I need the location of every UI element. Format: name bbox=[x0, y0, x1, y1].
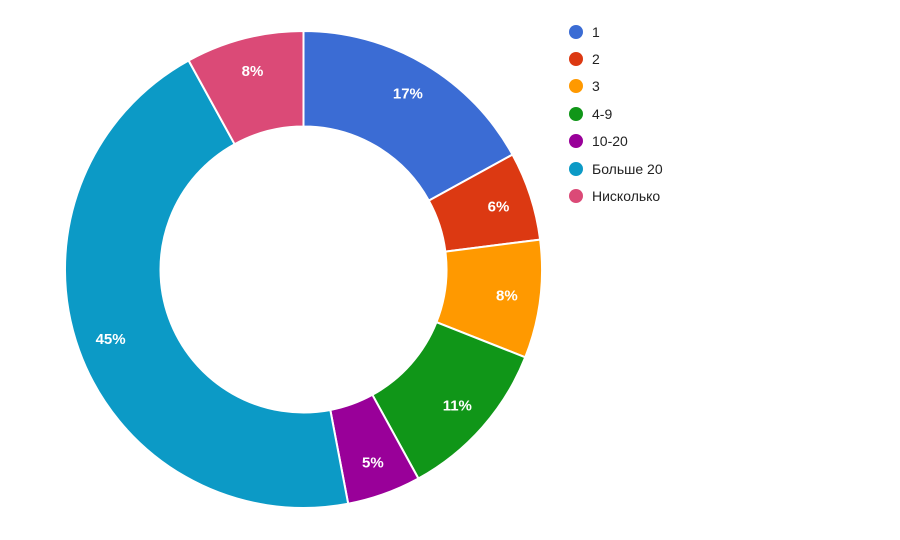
legend-swatch-icon bbox=[569, 24, 583, 39]
legend-label: 3 bbox=[592, 78, 600, 95]
legend-swatch-icon bbox=[569, 52, 583, 67]
slice-percentage-label-2: 8% bbox=[496, 287, 518, 304]
legend-label: 1 bbox=[592, 23, 600, 40]
legend-label: Нисколько bbox=[592, 188, 661, 205]
legend-swatch-icon bbox=[569, 161, 583, 176]
legend-swatch-icon bbox=[569, 134, 583, 149]
legend-swatch-icon bbox=[569, 106, 583, 121]
legend-item-0: 1 bbox=[569, 18, 663, 45]
legend-label: 2 bbox=[592, 51, 600, 68]
pie-slice-6[interactable] bbox=[187, 29, 305, 146]
legend-label: Больше 20 bbox=[592, 160, 663, 177]
slice-percentage-label-5: 45% bbox=[96, 331, 126, 348]
legend-label: 10-20 bbox=[592, 133, 628, 150]
legend-label: 4-9 bbox=[592, 105, 613, 122]
legend-swatch-icon bbox=[569, 79, 583, 94]
legend-item-6: Нисколько bbox=[569, 182, 663, 209]
legend-item-2: 3 bbox=[569, 73, 663, 100]
legend-swatch-icon bbox=[569, 189, 583, 204]
slice-percentage-label-0: 17% bbox=[393, 85, 423, 102]
chart-legend: 1 2 3 4-9 10-20 Больше 20 Нисколько bbox=[569, 18, 663, 210]
slice-percentage-label-1: 6% bbox=[488, 198, 510, 215]
slice-percentage-label-4: 5% bbox=[362, 455, 384, 472]
legend-item-5: Больше 20 bbox=[569, 155, 663, 182]
legend-item-1: 2 bbox=[569, 45, 663, 72]
slice-percentage-label-6: 8% bbox=[242, 63, 264, 80]
pie-slice-5[interactable] bbox=[63, 59, 350, 509]
legend-item-3: 4-9 bbox=[569, 100, 663, 127]
legend-item-4: 10-20 bbox=[569, 128, 663, 155]
slice-percentage-label-3: 11% bbox=[443, 397, 472, 414]
